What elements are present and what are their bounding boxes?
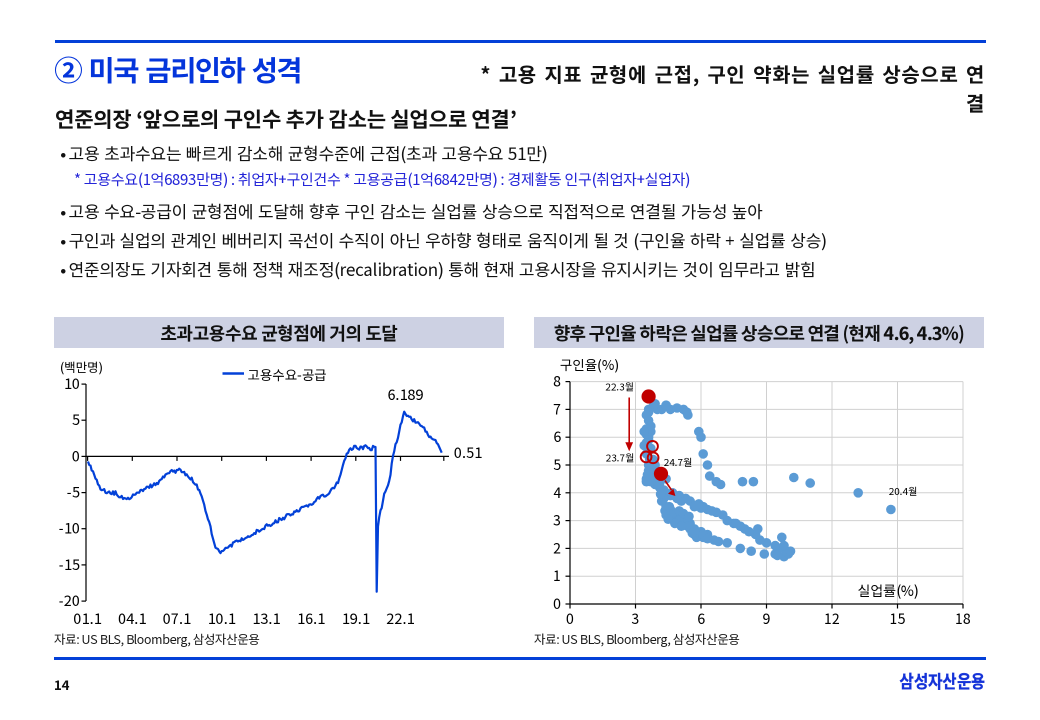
svg-text:-5: -5 bbox=[67, 482, 80, 503]
svg-text:3: 3 bbox=[553, 511, 561, 531]
svg-text:9: 9 bbox=[763, 609, 771, 629]
svg-text:19.1: 19.1 bbox=[342, 608, 370, 629]
svg-text:10: 10 bbox=[64, 373, 80, 394]
svg-text:5: 5 bbox=[553, 455, 561, 475]
svg-text:0: 0 bbox=[566, 609, 574, 629]
svg-text:20.4월: 20.4월 bbox=[889, 483, 918, 498]
svg-text:3: 3 bbox=[632, 609, 640, 629]
svg-text:6: 6 bbox=[553, 427, 561, 447]
svg-text:-10: -10 bbox=[59, 518, 80, 539]
svg-text:18: 18 bbox=[955, 609, 971, 629]
svg-text:07.1: 07.1 bbox=[163, 608, 191, 629]
svg-text:(백만명): (백만명) bbox=[60, 357, 103, 376]
svg-text:-20: -20 bbox=[59, 590, 80, 611]
svg-text:13.1: 13.1 bbox=[252, 608, 280, 629]
svg-text:6.189: 6.189 bbox=[387, 384, 423, 405]
svg-text:7: 7 bbox=[553, 399, 561, 419]
svg-text:16.1: 16.1 bbox=[297, 608, 325, 629]
svg-text:구인율(%): 구인율(%) bbox=[560, 356, 619, 374]
svg-text:0: 0 bbox=[72, 445, 80, 466]
svg-text:-15: -15 bbox=[59, 554, 80, 575]
svg-text:실업률(%): 실업률(%) bbox=[858, 581, 919, 601]
svg-text:1: 1 bbox=[553, 566, 561, 586]
svg-text:23.7월: 23.7월 bbox=[606, 449, 635, 464]
svg-text:01.1: 01.1 bbox=[74, 608, 102, 629]
svg-text:8: 8 bbox=[553, 372, 561, 392]
svg-text:24.7월: 24.7월 bbox=[664, 454, 693, 469]
svg-text:22.1: 22.1 bbox=[386, 608, 414, 629]
svg-text:15: 15 bbox=[890, 609, 906, 629]
svg-text:4: 4 bbox=[553, 483, 561, 503]
svg-text:04.1: 04.1 bbox=[118, 608, 146, 629]
svg-text:22.3월: 22.3월 bbox=[605, 378, 634, 393]
svg-text:5: 5 bbox=[71, 409, 80, 430]
svg-text:0: 0 bbox=[553, 594, 561, 614]
svg-text:고용수요-공급: 고용수요-공급 bbox=[248, 364, 327, 384]
svg-text:6: 6 bbox=[697, 609, 705, 629]
svg-text:2: 2 bbox=[553, 538, 561, 558]
svg-text:12: 12 bbox=[824, 609, 840, 629]
svg-text:10.1: 10.1 bbox=[208, 608, 236, 629]
svg-text:0.51: 0.51 bbox=[454, 442, 482, 463]
